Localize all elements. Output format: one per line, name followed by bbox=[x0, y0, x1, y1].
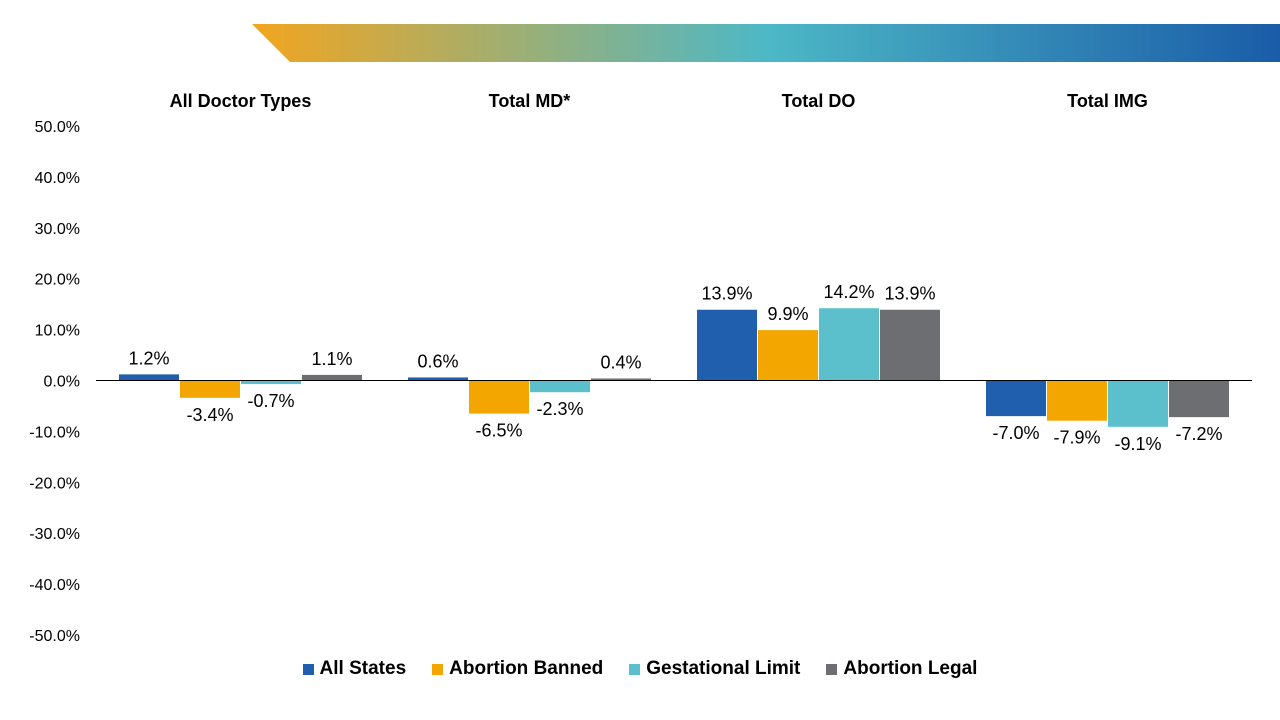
bar-abortion-banned bbox=[758, 330, 818, 381]
y-tick-label: 40.0% bbox=[35, 170, 80, 187]
legend-swatch bbox=[302, 663, 314, 675]
data-label: 14.2% bbox=[823, 282, 874, 302]
data-label: -7.2% bbox=[1175, 424, 1222, 444]
legend-label: Abortion Legal bbox=[843, 658, 978, 679]
bar-abortion-banned bbox=[1047, 380, 1107, 421]
y-tick-label: -50.0% bbox=[29, 628, 80, 645]
y-tick-label: 20.0% bbox=[35, 272, 80, 289]
category-label: Total DO bbox=[782, 91, 856, 111]
bar-abortion-legal bbox=[880, 309, 940, 381]
data-label: -0.7% bbox=[247, 391, 294, 411]
data-label: -2.3% bbox=[536, 399, 583, 419]
bar-gestational-limit bbox=[1108, 380, 1168, 427]
bar-chart: 50.0% 40.0% 30.0% 20.0% 10.0% 0.0% -10.0% -20.0… bbox=[29, 91, 1252, 645]
bar-all-states bbox=[697, 309, 757, 381]
bar-abortion-legal bbox=[591, 378, 651, 381]
y-tick-label: 0.0% bbox=[44, 374, 80, 391]
data-label: -9.1% bbox=[1114, 434, 1161, 454]
data-label: -7.9% bbox=[1053, 428, 1100, 448]
data-label: -3.4% bbox=[186, 405, 233, 425]
bar-all-states bbox=[986, 380, 1046, 417]
bar-abortion-banned bbox=[180, 380, 240, 398]
legend-item: Abortion Banned bbox=[432, 658, 603, 680]
data-label: 0.4% bbox=[600, 352, 641, 372]
legend-item: Abortion Legal bbox=[826, 658, 977, 680]
y-tick-label: 30.0% bbox=[35, 221, 80, 238]
data-label: 1.2% bbox=[128, 348, 169, 368]
bar-abortion-banned bbox=[469, 380, 529, 414]
data-label: 9.9% bbox=[767, 304, 808, 324]
y-tick-label: 10.0% bbox=[35, 323, 80, 340]
y-tick-label: -10.0% bbox=[29, 424, 80, 441]
data-labels: 1.2% -3.4% -0.7% 1.1% 0.6% -6.5% -2.3% 0.4% 13.9… bbox=[128, 282, 1222, 454]
data-label: 1.1% bbox=[311, 349, 352, 369]
bar-gestational-limit bbox=[530, 380, 590, 393]
legend-label: All States bbox=[319, 658, 407, 679]
data-label: 13.9% bbox=[701, 284, 752, 304]
legend-swatch bbox=[826, 663, 838, 675]
legend-swatch bbox=[432, 663, 444, 675]
data-label: -6.5% bbox=[475, 421, 522, 441]
bar-gestational-limit bbox=[819, 308, 879, 381]
category-headers: All Doctor Types Total MD* Total DO Total I… bbox=[170, 91, 1148, 111]
header-banner bbox=[252, 24, 1280, 62]
bar-all-states bbox=[119, 374, 179, 381]
legend-label: Abortion Banned bbox=[449, 658, 604, 679]
y-tick-label: 50.0% bbox=[35, 119, 80, 136]
legend-swatch bbox=[629, 663, 641, 675]
legend-label: Gestational Limit bbox=[646, 658, 801, 679]
bar-gestational-limit bbox=[241, 380, 301, 385]
category-label: All Doctor Types bbox=[170, 91, 312, 111]
y-axis: 50.0% 40.0% 30.0% 20.0% 10.0% 0.0% -10.0% -20.0… bbox=[29, 119, 80, 645]
bar-abortion-legal bbox=[1169, 380, 1229, 418]
legend-item: All States bbox=[302, 658, 407, 680]
bars bbox=[119, 308, 1229, 427]
data-label: 0.6% bbox=[417, 351, 458, 371]
data-label: 13.9% bbox=[884, 284, 935, 304]
legend-item: Gestational Limit bbox=[629, 658, 800, 680]
banner-gradient-shape bbox=[252, 24, 1280, 62]
bar-all-states bbox=[408, 377, 468, 381]
y-tick-label: -20.0% bbox=[29, 475, 80, 492]
category-label: Total MD* bbox=[489, 91, 571, 111]
legend: All States Abortion Banned Gestational Lim… bbox=[0, 656, 1280, 682]
y-tick-label: -30.0% bbox=[29, 526, 80, 543]
y-tick-label: -40.0% bbox=[29, 577, 80, 594]
bar-abortion-legal bbox=[302, 374, 362, 381]
category-label: Total IMG bbox=[1067, 91, 1148, 111]
data-label: -7.0% bbox=[992, 423, 1039, 443]
